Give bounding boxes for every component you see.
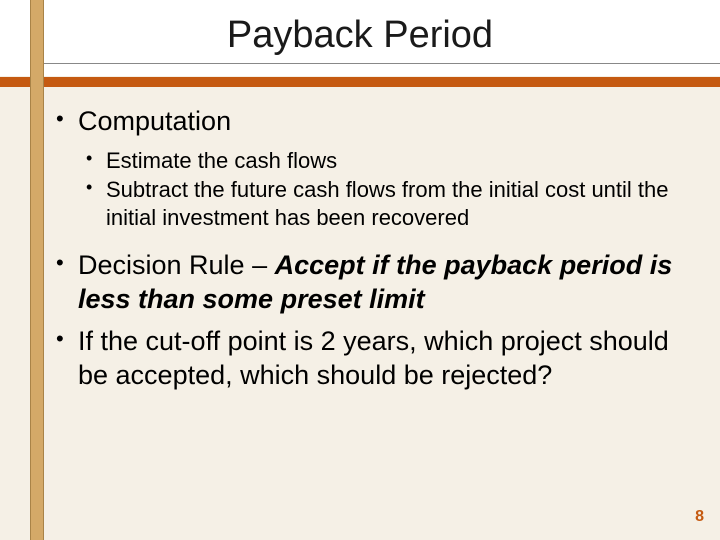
left-accent-bar bbox=[30, 0, 44, 540]
content-area: Computation Estimate the cash flows Subt… bbox=[56, 105, 696, 400]
sub-bullet-estimate: Estimate the cash flows bbox=[86, 147, 696, 175]
title-underline bbox=[44, 63, 720, 64]
bullet-computation: Computation bbox=[56, 105, 696, 139]
title-area: Payback Period bbox=[0, 0, 720, 76]
page-number: 8 bbox=[695, 508, 704, 526]
sub-bullet-group: Estimate the cash flows Subtract the fut… bbox=[56, 147, 696, 232]
bullet-decision-rule: Decision Rule – Accept if the payback pe… bbox=[56, 249, 696, 317]
decision-rule-prefix: Decision Rule – bbox=[78, 250, 275, 280]
sub-bullet-subtract: Subtract the future cash flows from the … bbox=[86, 176, 696, 231]
orange-divider bbox=[0, 77, 720, 87]
bullet-cutoff-question: If the cut-off point is 2 years, which p… bbox=[56, 325, 696, 393]
slide-title: Payback Period bbox=[0, 14, 720, 57]
